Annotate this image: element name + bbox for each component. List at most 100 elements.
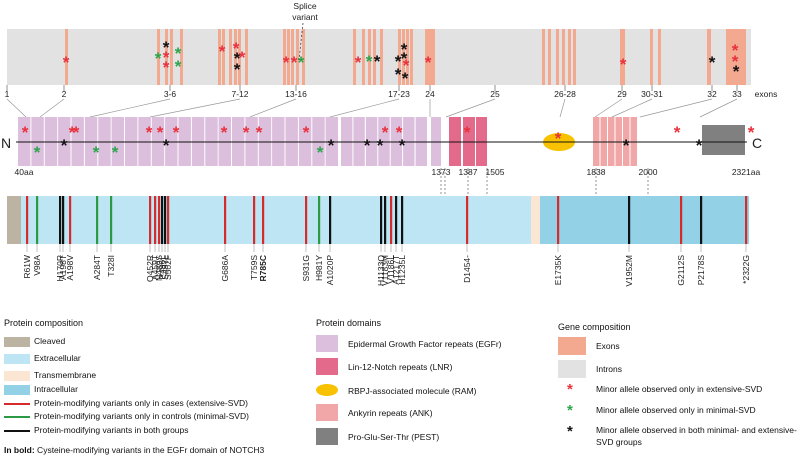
protein-variant-star: * [317,143,324,162]
gene-variant-star: * [709,53,716,72]
line-both-sample [4,430,30,432]
exon-block [170,29,173,85]
variant-label: A198V [65,255,75,281]
egf-repeat [18,117,31,166]
protein-variant-star: * [623,136,630,155]
gene-protein-connector [699,98,738,118]
exon-block [562,29,565,85]
legend-intracellular: Intracellular [34,384,78,394]
exon-block [362,29,365,85]
variant-line [26,196,29,244]
gene-variant-star: * [620,55,627,74]
legend-introns: Introns [596,364,622,374]
exon-number-label: 24 [425,89,435,99]
variant-label: D1454- [462,255,472,283]
variant-label: V1183M [380,255,390,286]
exon-block [380,29,383,85]
gene-variant-star: * [219,42,226,61]
egf-repeat [138,117,151,166]
exon-number-label: 33 [732,89,742,99]
protein-variant-star: * [112,143,119,162]
variant-line [557,196,560,244]
protein-variant-star: * [396,123,403,142]
legend-bold-note: In bold: Cysteine-modifying variants in … [4,445,264,455]
egf-repeat [390,117,403,166]
exon-number-label: 17-23 [388,89,410,99]
protein-variant-star: * [173,123,180,142]
protein-position-label: 1505 [486,167,505,177]
gene-variant-star: * [175,44,182,63]
variant-label: H1133Q [376,255,386,286]
extracellular-region [21,196,531,244]
egf-repeat [365,117,378,166]
variant-line [224,196,227,244]
variant-label: E1735K [553,255,563,286]
egf-repeat [298,117,312,166]
gene-variant-star: * [402,69,409,88]
egf-repeat [245,117,258,166]
protein-variant-star: * [73,123,80,142]
legend-line-case: Protein-modifying variants only in cases… [34,398,249,408]
exon-block [548,29,551,85]
line-control-sample [4,416,30,418]
variant-label: A1020P [325,255,335,286]
exon-number-label: 30-31 [641,89,663,99]
gene-protein-connector [6,98,27,118]
protein-variant-star: * [22,123,29,142]
swatch-ram [316,384,338,396]
gene-variant-star: * [425,53,432,72]
gene-variant-star: * [374,52,381,71]
variant-label: T328I [106,255,116,277]
exon-block [542,29,545,85]
protein-variant-star: * [61,136,68,155]
variant-line [628,196,631,244]
gene-protein-connector [559,98,566,118]
variant-label: S502F [163,255,173,280]
gene-variant-star: * [732,52,739,71]
protein-variant-star: * [163,136,170,155]
variant-line [401,196,404,244]
gene-variant-star: * [395,65,402,84]
variant-label: A198T [58,255,68,280]
protein-variant-star: * [377,136,384,155]
gene-variant-star: * [163,58,170,77]
gene-protein-connector [611,98,653,118]
ankyrin-repeat [623,117,630,166]
variant-line [466,196,469,244]
gene-protein-connector [89,98,171,118]
ankyrin-repeat [608,117,615,166]
star-case-sample: * [567,381,573,398]
exon-block [650,29,653,85]
legend-egf: Epidermal Growth Factor repeats (EGFr) [348,339,502,349]
ankyrin-repeat [615,117,622,166]
gene-variant-star: * [234,60,241,79]
egf-repeat [111,117,124,166]
protein-variant-star: * [69,123,76,142]
variant-label: A1217T [391,255,401,285]
variant-line [380,196,383,244]
exon-block [234,29,237,85]
swatch-intracellular [4,385,30,395]
egf-repeat [205,117,218,166]
legend-star-control: Minor allele observed only in minimal-SV… [596,405,756,415]
gene-track: * ******* **** * * * * * * ******* * ****Splicevari… [5,1,778,99]
pest-domain [702,125,745,155]
variant-label: P2178S [696,255,706,286]
gene-variant-star: * [283,53,290,72]
swatch-introns [558,360,586,378]
exon-number-label: 1 [5,89,10,99]
legend-line-both: Protein-modifying variants in both group… [34,425,189,435]
protein-domain-track: N C** **** ** *** * * * ** * * ** *** * ****40aa 1373 13… [1,117,762,196]
variant-label: N489S [154,255,164,281]
egf-repeat [272,117,285,166]
exons-axis-label: exons [755,89,778,99]
exon-block [353,29,356,85]
swatch-cleaved [4,337,30,347]
gene-variant-star: * [298,53,305,72]
variant-line [149,196,152,244]
swatch-exons [558,337,586,355]
exon-block [410,29,413,85]
legend-line-control: Protein-modifying variants only in contr… [34,411,249,421]
exon-block [245,29,248,85]
variant-line [680,196,683,244]
